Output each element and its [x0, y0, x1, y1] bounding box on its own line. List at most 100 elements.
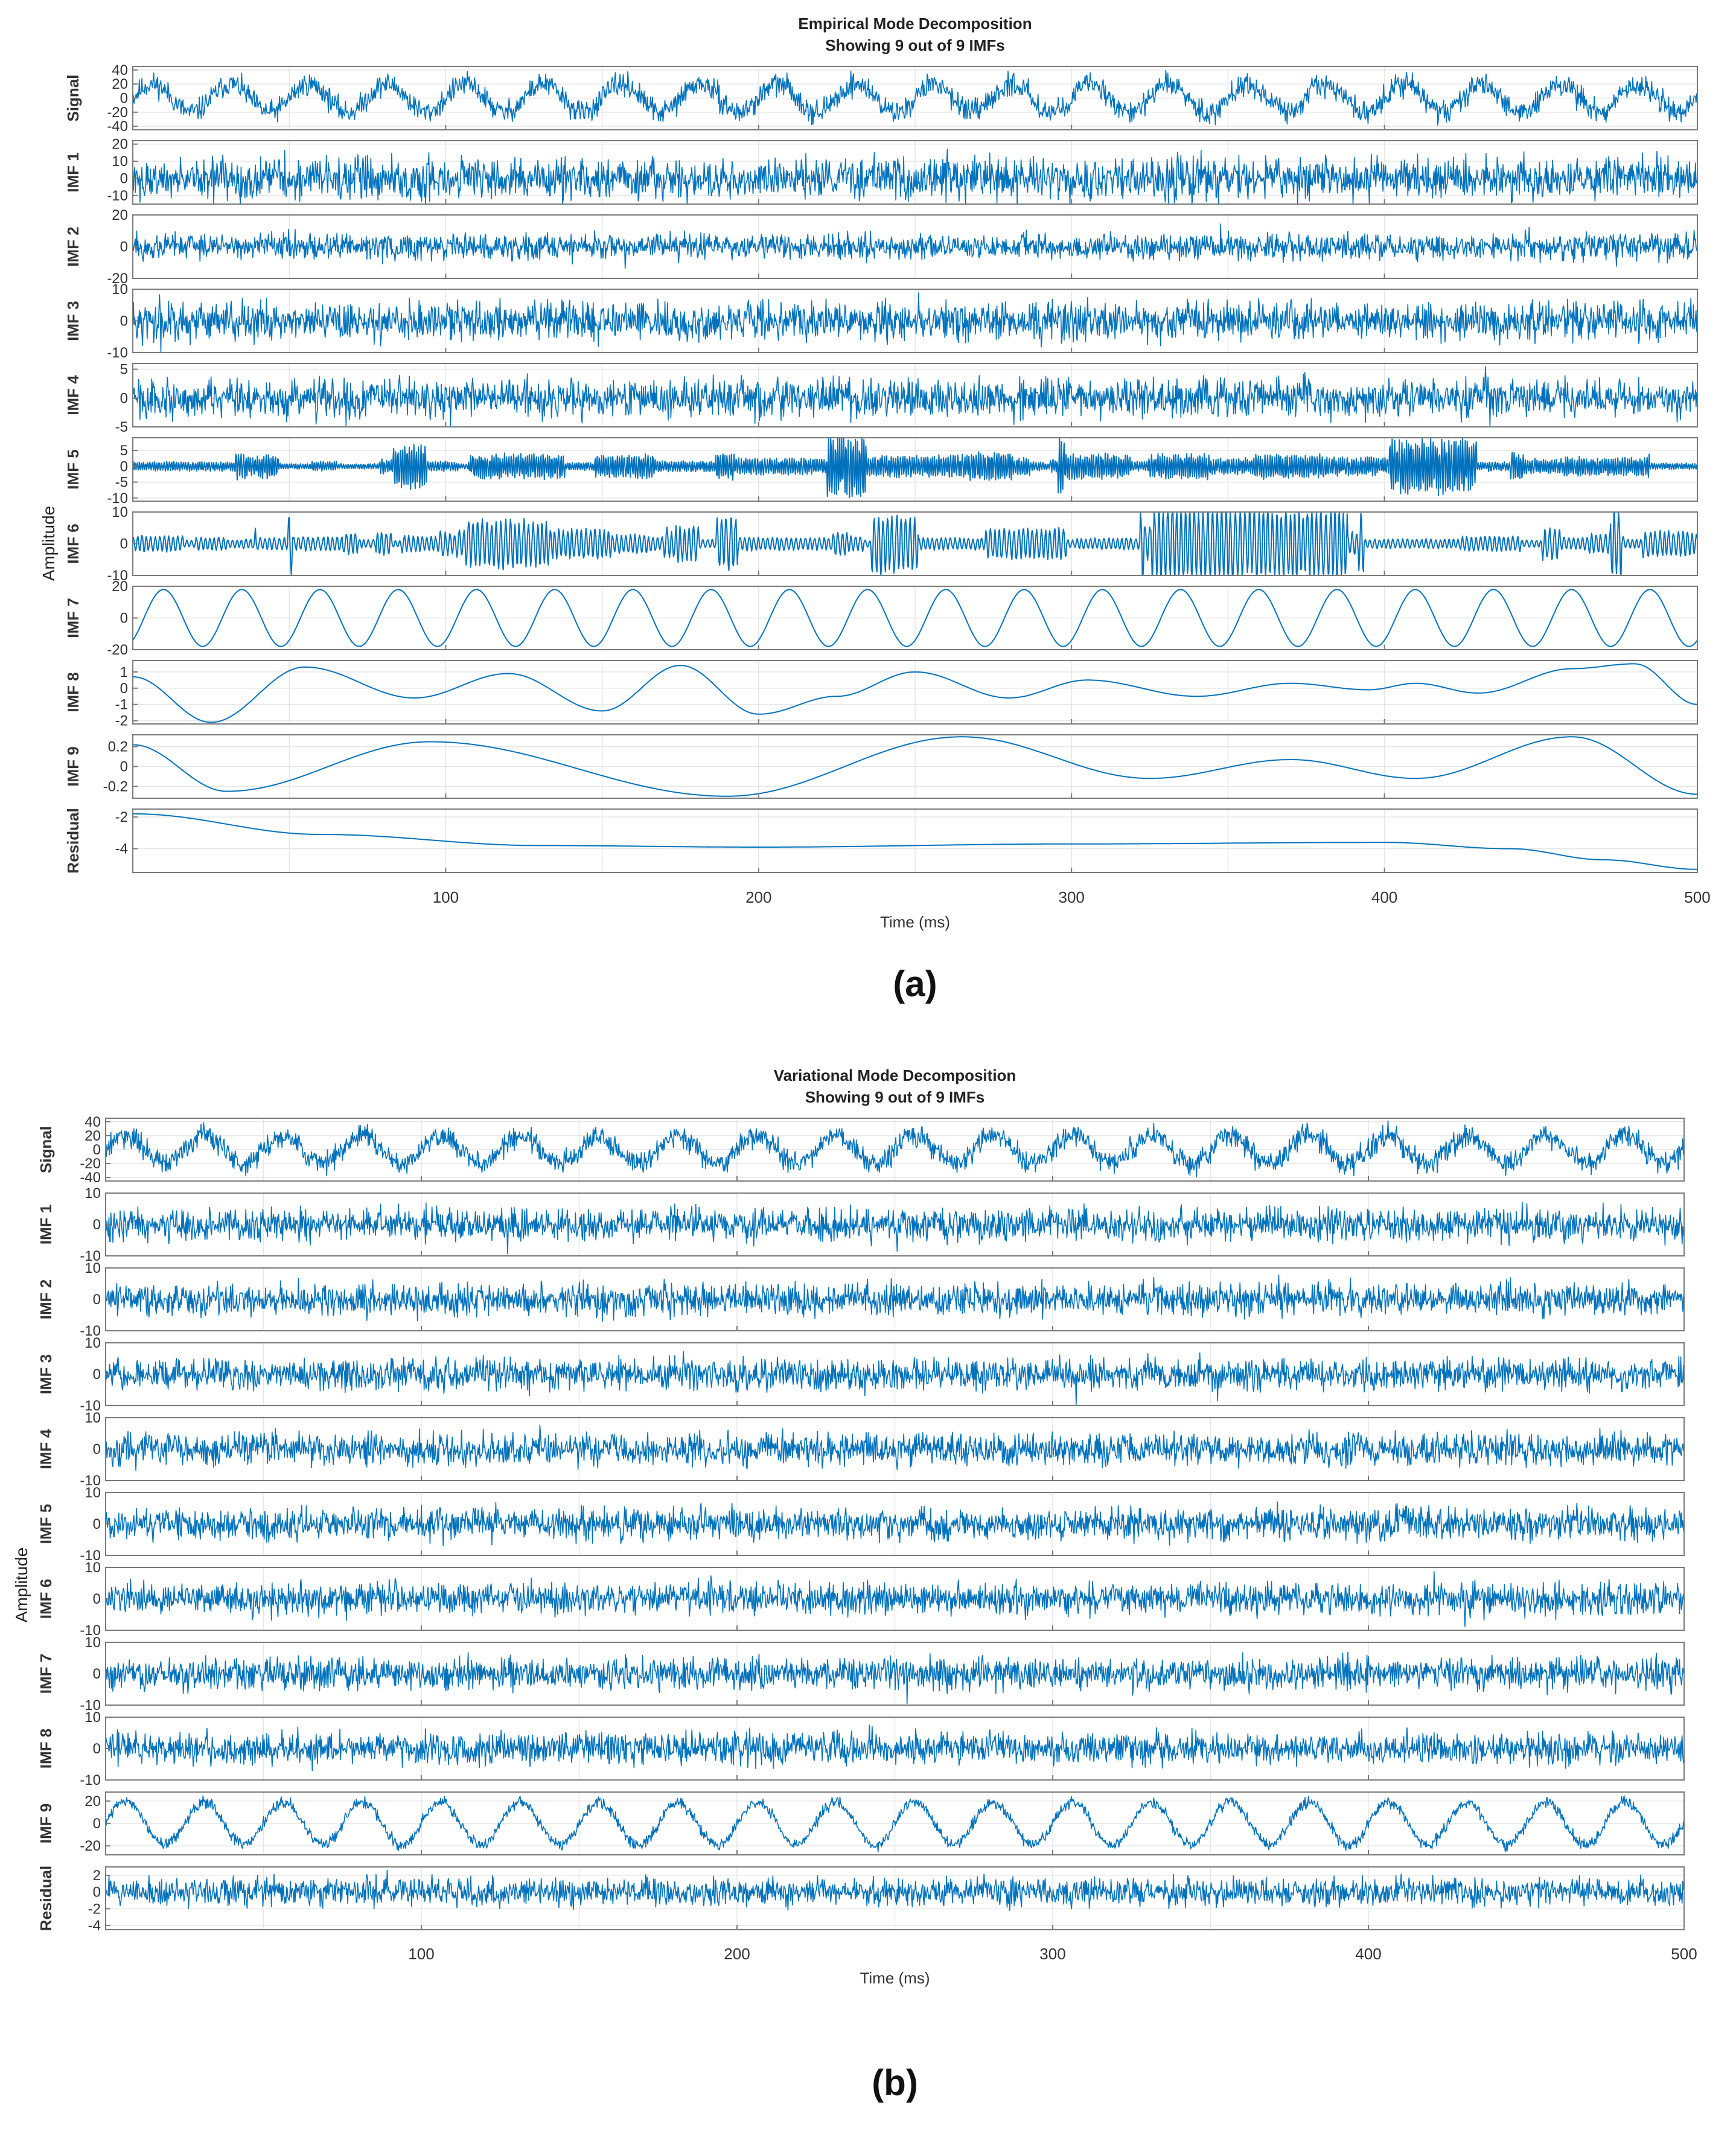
subplot-label: IMF 6 — [64, 523, 82, 563]
series-line-imf-2 — [132, 223, 1698, 269]
y-tick-label: -20 — [80, 1838, 101, 1854]
subplot-label: IMF 1 — [64, 152, 82, 192]
y-tick-label: -10 — [107, 568, 128, 584]
y-tick-label: 10 — [85, 1410, 101, 1426]
y-tick-label: 40 — [85, 1114, 101, 1130]
y-tick-label: 0 — [93, 1366, 101, 1383]
subplot-frame — [132, 437, 1698, 502]
chart-title: Variational Mode Decomposition — [774, 1066, 1016, 1084]
y-tick-label: -1 — [115, 697, 128, 713]
y-tick-label: 1 — [120, 664, 128, 680]
y-tick-label: -20 — [107, 642, 128, 658]
subplot-label: IMF 7 — [37, 1654, 55, 1694]
subplot-label: IMF 5 — [37, 1504, 55, 1544]
y-tick-label: 10 — [85, 1335, 101, 1351]
y-tick-label: -10 — [80, 1398, 101, 1414]
chart-subtitle: Showing 9 out of 9 IMFs — [825, 36, 1005, 54]
subplot-label: Signal — [37, 1126, 55, 1173]
y-tick-label: -0.2 — [103, 778, 128, 795]
y-tick-label: 10 — [85, 1185, 101, 1202]
series-line-imf-4 — [105, 1424, 1685, 1471]
y-tick-label: 0 — [120, 170, 128, 187]
y-tick-label: 0 — [120, 680, 128, 697]
y-tick-label: 10 — [112, 153, 128, 170]
y-tick-label: -20 — [107, 104, 128, 121]
subplot-label: IMF 9 — [37, 1804, 55, 1843]
subplot-frame — [105, 1866, 1685, 1930]
subplot-frame — [132, 808, 1698, 873]
subplot-frame — [132, 363, 1698, 427]
series-line-imf-7 — [105, 1651, 1685, 1704]
y-tick-label: 20 — [85, 1128, 101, 1144]
y-tick-label: -10 — [80, 1473, 101, 1489]
y-tick-label: -40 — [80, 1170, 101, 1186]
y-tick-label: 0 — [93, 1441, 101, 1458]
subplot-label: Residual — [37, 1866, 55, 1931]
y-tick-label: 5 — [120, 362, 128, 378]
y-tick-label: 20 — [85, 1793, 101, 1810]
x-tick-label: 500 — [1684, 888, 1710, 906]
y-tick-label: -5 — [115, 419, 128, 435]
y-tick-label: 40 — [112, 62, 128, 78]
subplot-label: IMF 2 — [37, 1279, 55, 1319]
series-line-imf-3 — [105, 1351, 1685, 1406]
y-tick-label: 10 — [85, 1260, 101, 1276]
y-tick-label: -10 — [80, 1697, 101, 1714]
y-tick-label: 0 — [120, 91, 128, 107]
y-tick-label: 20 — [112, 207, 128, 223]
x-tick-label: 100 — [433, 888, 459, 906]
x-tick-label: 500 — [1671, 1945, 1697, 1963]
x-tick-label: 300 — [1059, 888, 1085, 906]
subplot-label: IMF 5 — [64, 449, 82, 489]
y-tick-label: 0 — [93, 1741, 101, 1757]
subplot-label: IMF 4 — [64, 375, 82, 415]
x-tick-label: 200 — [724, 1945, 750, 1963]
y-tick-label: -10 — [80, 1772, 101, 1788]
y-tick-label: -10 — [80, 1548, 101, 1564]
chart-title: Empirical Mode Decomposition — [798, 14, 1032, 33]
y-tick-label: 10 — [85, 1560, 101, 1576]
y-tick-label: -40 — [107, 118, 128, 135]
y-tick-label: 0 — [93, 1666, 101, 1682]
subplot-label: IMF 9 — [64, 746, 82, 786]
y-tick-label: -4 — [115, 841, 128, 857]
series-line-imf-3 — [132, 292, 1698, 353]
y-tick-label: -2 — [115, 713, 128, 729]
y-tick-label: 10 — [85, 1634, 101, 1651]
series-line-imf-5 — [132, 437, 1698, 499]
x-axis-label: Time (ms) — [880, 913, 950, 931]
series-line-imf-7 — [132, 589, 1698, 647]
series-line-imf-1 — [105, 1202, 1685, 1255]
subplot-label: IMF 8 — [64, 672, 82, 712]
y-tick-label: 0 — [93, 1591, 101, 1607]
x-tick-label: 100 — [408, 1945, 434, 1963]
y-tick-label: 20 — [112, 578, 128, 595]
series-line-imf-6 — [105, 1571, 1685, 1627]
y-axis-label: Amplitude — [12, 1548, 31, 1623]
y-tick-label: 10 — [85, 1485, 101, 1501]
y-tick-label: 2 — [93, 1868, 101, 1884]
subplot-label: IMF 4 — [37, 1429, 55, 1469]
y-tick-label: 0 — [93, 1142, 101, 1158]
y-tick-label: -20 — [107, 270, 128, 287]
y-tick-label: 5 — [120, 443, 128, 459]
subplot-label: IMF 3 — [64, 301, 82, 341]
y-tick-label: -10 — [80, 1248, 101, 1264]
y-tick-label: 0 — [93, 1217, 101, 1233]
subplot-label: Residual — [64, 808, 82, 873]
subplot-frame — [132, 140, 1698, 205]
subplot-label: IMF 3 — [37, 1354, 55, 1394]
y-tick-label: -10 — [107, 345, 128, 361]
y-tick-label: 0 — [120, 610, 128, 627]
y-tick-label: -20 — [80, 1156, 101, 1172]
series-line-imf-1 — [132, 149, 1698, 205]
x-tick-label: 400 — [1355, 1945, 1381, 1963]
series-line-imf-8 — [132, 663, 1698, 723]
y-tick-label: 0 — [120, 239, 128, 255]
figure-caption: (a) — [893, 964, 937, 1004]
series-line-imf-6 — [132, 511, 1698, 576]
x-tick-label: 200 — [745, 888, 771, 906]
series-line-imf-4 — [132, 366, 1698, 427]
series-line-imf-5 — [105, 1501, 1685, 1546]
